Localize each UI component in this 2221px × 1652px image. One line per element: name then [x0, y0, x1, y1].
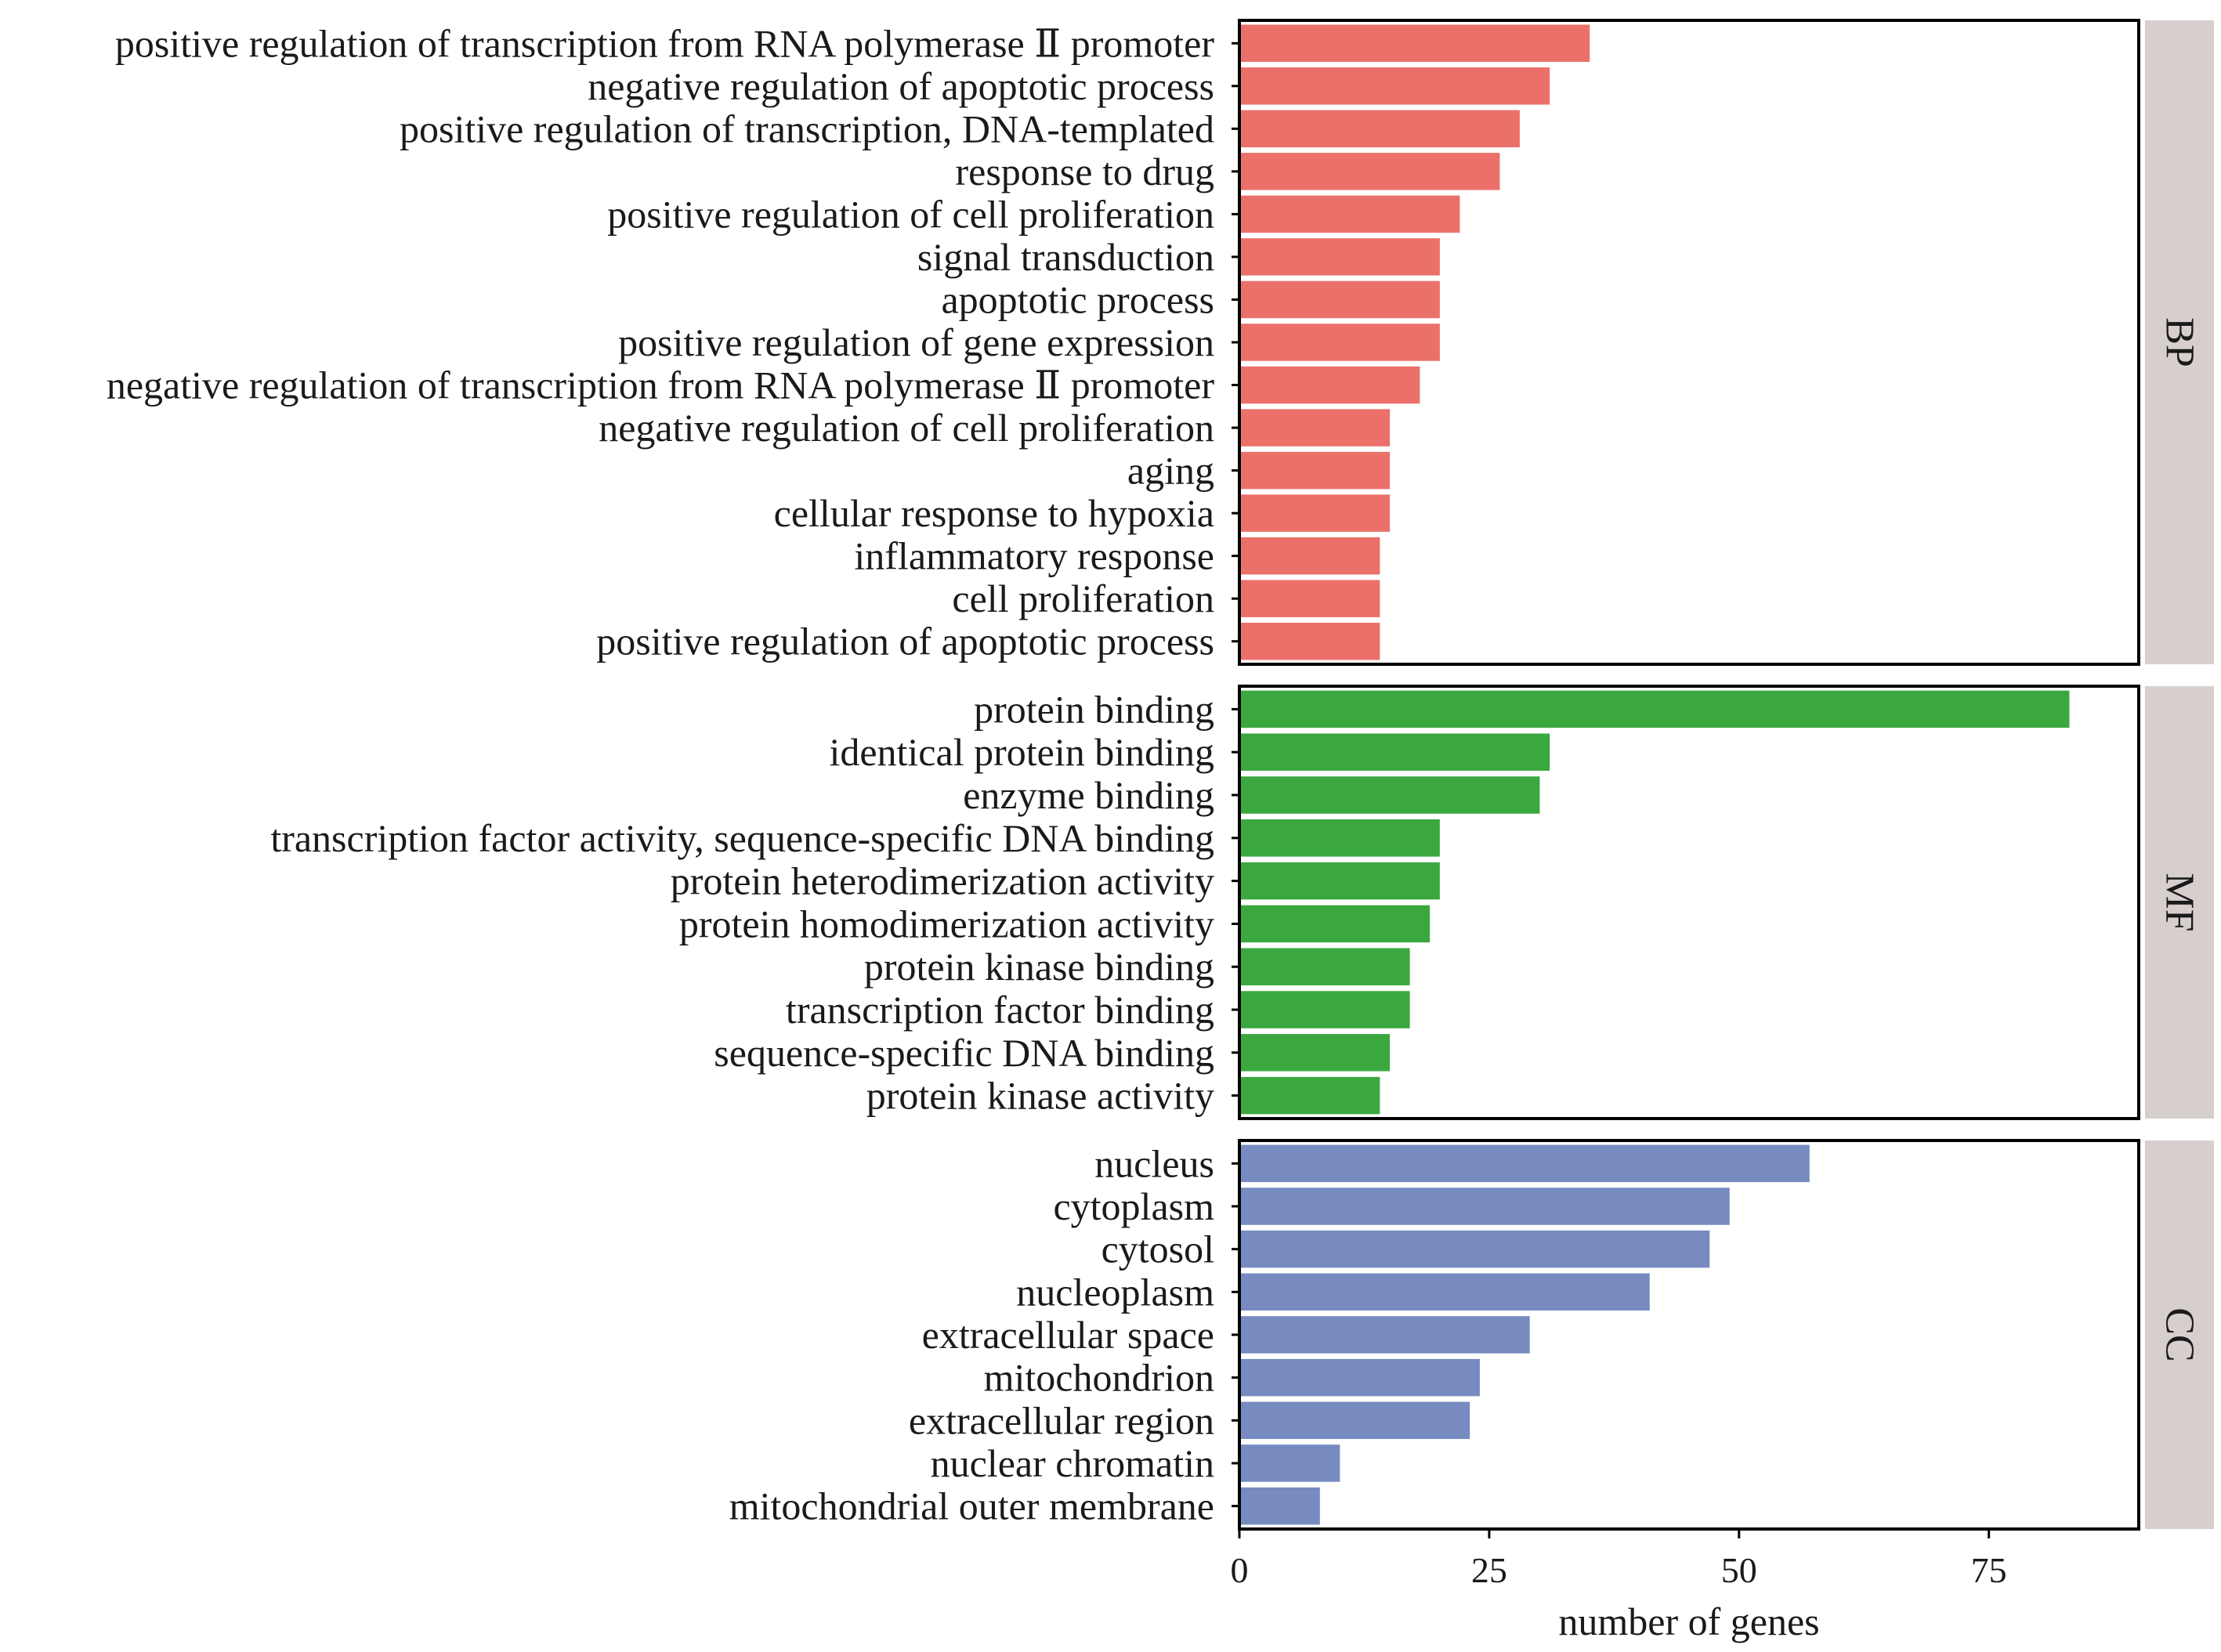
category-label-mf-7: transcription factor binding [786, 988, 1214, 1032]
bar-bp-2 [1239, 110, 1520, 148]
facet-label-mf: MF [2158, 873, 2202, 931]
x-tick-label-1: 25 [1471, 1550, 1507, 1590]
bar-bp-8 [1239, 366, 1420, 404]
bar-mf-4 [1239, 862, 1440, 900]
facet-strip-mf [2145, 686, 2214, 1119]
x-tick-label-0: 0 [1231, 1550, 1249, 1590]
facet-label-bp: BP [2158, 317, 2202, 367]
category-label-bp-4: positive regulation of cell proliferatio… [607, 192, 1214, 236]
bar-cc-8 [1239, 1487, 1320, 1525]
category-label-bp-11: cellular response to hypoxia [774, 491, 1214, 535]
bar-bp-7 [1239, 324, 1440, 361]
category-label-bp-1: negative regulation of apoptotic process [588, 64, 1214, 108]
bar-bp-14 [1239, 622, 1380, 660]
bar-mf-7 [1239, 991, 1410, 1028]
category-label-cc-5: mitochondrion [984, 1356, 1214, 1400]
bar-bp-10 [1239, 451, 1391, 490]
bar-cc-7 [1239, 1444, 1340, 1482]
category-label-cc-1: cytoplasm [1053, 1184, 1214, 1228]
category-label-mf-0: protein binding [974, 687, 1214, 731]
bar-mf-8 [1239, 1034, 1391, 1072]
bar-bp-0 [1239, 24, 1590, 63]
panel-frame-mf [1238, 685, 2140, 1120]
panel-frame-bp [1238, 19, 2140, 666]
bar-mf-0 [1239, 690, 2070, 728]
bar-bp-1 [1239, 67, 1550, 105]
bar-bp-11 [1239, 494, 1391, 532]
bar-bp-3 [1239, 153, 1500, 190]
bar-bp-5 [1239, 238, 1440, 276]
category-label-mf-9: protein kinase activity [866, 1074, 1214, 1118]
category-label-cc-3: nucleoplasm [1016, 1270, 1214, 1314]
category-label-mf-3: transcription factor activity, sequence-… [270, 816, 1214, 860]
bar-bp-13 [1239, 580, 1380, 617]
bar-mf-6 [1239, 948, 1410, 985]
category-label-bp-8: negative regulation of transcription fro… [107, 363, 1215, 407]
bar-mf-3 [1239, 819, 1440, 857]
category-label-bp-2: positive regulation of transcription, DN… [400, 107, 1214, 150]
category-label-bp-0: positive regulation of transcription fro… [115, 21, 1214, 65]
category-label-cc-4: extracellular space [922, 1313, 1214, 1357]
category-label-bp-5: signal transduction [917, 235, 1214, 279]
x-tick-label-2: 50 [1721, 1550, 1757, 1590]
bar-bp-4 [1239, 195, 1460, 233]
bar-bp-9 [1239, 409, 1391, 446]
category-label-mf-1: identical protein binding [829, 730, 1214, 774]
category-label-cc-0: nucleus [1094, 1141, 1214, 1185]
category-label-bp-7: positive regulation of gene expression [618, 320, 1214, 364]
bar-cc-3 [1239, 1273, 1650, 1311]
bar-cc-2 [1239, 1230, 1710, 1268]
facet-strip-cc [2145, 1140, 2214, 1529]
category-label-cc-7: nuclear chromatin [931, 1441, 1214, 1485]
category-label-bp-12: inflammatory response [854, 534, 1214, 578]
panel-frame-cc [1238, 1139, 2140, 1531]
category-label-mf-8: sequence-specific DNA binding [714, 1031, 1214, 1075]
category-label-bp-10: aging [1127, 449, 1214, 493]
category-label-mf-4: protein heterodimerization activity [671, 859, 1214, 903]
x-tick-label-3: 75 [1971, 1550, 2007, 1590]
bar-mf-2 [1239, 776, 1540, 814]
facet-strip-bp [2145, 20, 2214, 664]
category-label-bp-9: negative regulation of cell proliferatio… [599, 406, 1214, 450]
category-label-cc-6: extracellular region [909, 1398, 1214, 1442]
category-label-cc-8: mitochondrial outer membrane [729, 1484, 1214, 1528]
category-label-mf-5: protein homodimerization activity [679, 902, 1214, 945]
category-label-cc-2: cytosol [1101, 1227, 1214, 1271]
bar-cc-1 [1239, 1187, 1730, 1225]
category-label-bp-3: response to drug [956, 150, 1215, 193]
bar-cc-6 [1239, 1401, 1470, 1440]
category-label-mf-6: protein kinase binding [864, 945, 1214, 989]
category-label-mf-2: enzyme binding [963, 773, 1214, 817]
bar-mf-9 [1239, 1076, 1380, 1115]
category-label-bp-6: apoptotic process [941, 277, 1214, 321]
bar-mf-5 [1239, 905, 1431, 943]
bar-mf-1 [1239, 733, 1550, 771]
facet-label-cc: CC [2158, 1307, 2202, 1361]
bar-cc-4 [1239, 1316, 1530, 1354]
bar-bp-6 [1239, 280, 1440, 319]
bar-cc-0 [1239, 1144, 1810, 1183]
bar-cc-5 [1239, 1358, 1480, 1397]
bar-bp-12 [1239, 537, 1380, 575]
category-label-bp-13: cell proliferation [952, 577, 1214, 620]
x-axis-title: number of genes [1558, 1600, 1819, 1643]
category-label-bp-14: positive regulation of apoptotic process [596, 620, 1214, 663]
